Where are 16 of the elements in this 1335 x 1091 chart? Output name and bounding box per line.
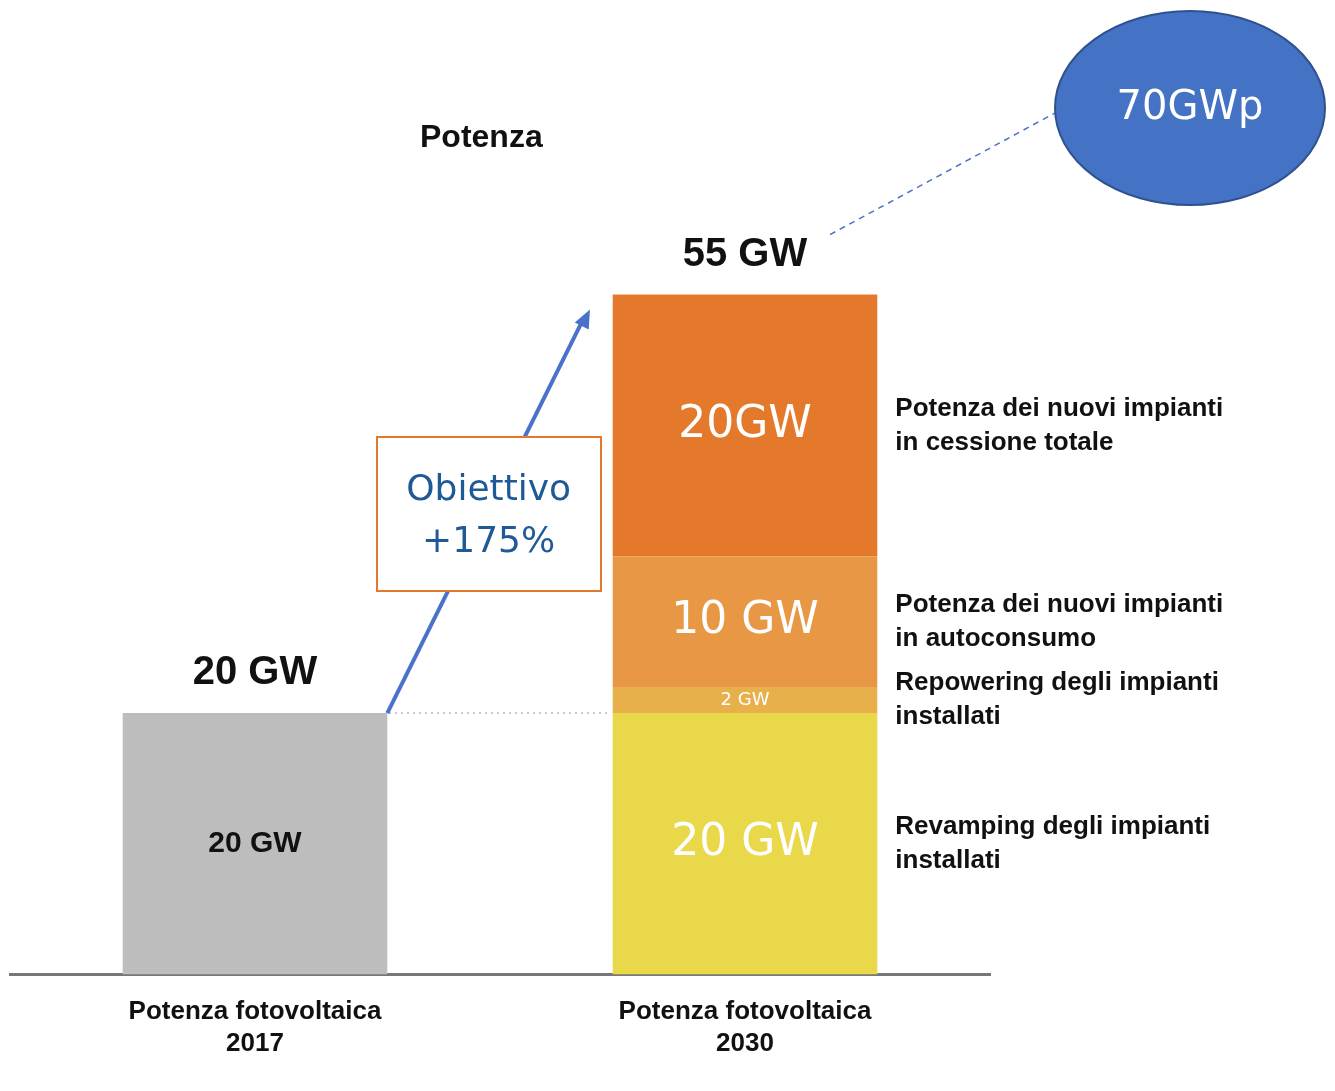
series-label: Potenza dei nuovi impianti in cessione totale (895, 391, 1224, 456)
data-label: 10 GW (671, 591, 819, 643)
text: 70GWp (1115, 82, 1265, 128)
series-label: Repowering degli impianti installati (895, 666, 1219, 731)
data-label: 20GW (678, 395, 812, 447)
series-label: Potenza dei nuovi impianti in autoconsumo (895, 587, 1224, 652)
x-tick-label: Potenza fotovoltaica 2030 (618, 995, 872, 1057)
data-label: 20 GW (208, 825, 303, 859)
text: Potenza (420, 118, 543, 155)
x-tick-label: Potenza fotovoltaica 2017 (128, 995, 382, 1057)
data-label: 2 GW (720, 687, 770, 709)
annotation: Obiettivo +175% (375, 436, 602, 593)
data-label: 20 GW (671, 814, 819, 866)
series-label: Revamping degli impianti installati (895, 810, 1211, 875)
total-label: 55 GW (682, 229, 808, 274)
total-label: 20 GW (192, 648, 318, 693)
